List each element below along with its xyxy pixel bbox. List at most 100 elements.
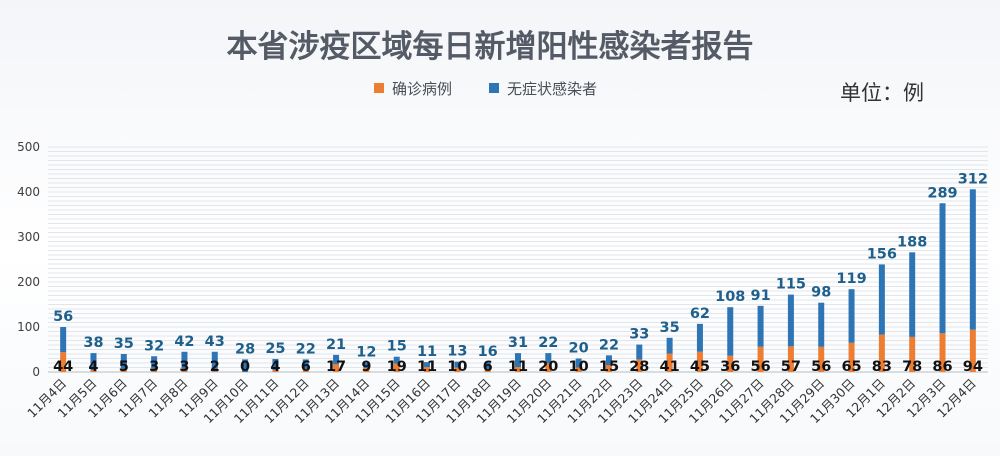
bar-asymptomatic (393, 356, 400, 364)
data-label-asymptomatic: 11 (417, 344, 437, 360)
bar-confirmed (605, 365, 612, 372)
y-axis-ticks: 0 100 200 300 400 500 (17, 140, 40, 379)
data-label-confirmed: 5 (119, 359, 129, 375)
bar-confirmed (211, 371, 218, 372)
bar-asymptomatic (787, 294, 794, 347)
bar-asymptomatic (272, 358, 279, 371)
data-label-asymptomatic: 156 (867, 246, 897, 262)
y-tick-label: 300 (17, 230, 40, 244)
bar-confirmed (636, 359, 643, 372)
data-label-confirmed: 6 (301, 359, 311, 375)
data-label-confirmed: 11 (417, 359, 437, 375)
bar-confirmed (666, 353, 673, 372)
bar-asymptomatic (120, 354, 127, 370)
legend: 确诊病例 无症状感染者 (374, 80, 597, 98)
data-label-confirmed: 3 (179, 359, 189, 375)
bar-confirmed (151, 370, 158, 372)
data-label-asymptomatic: 13 (447, 344, 467, 360)
data-label-asymptomatic: 28 (235, 341, 255, 357)
bar-asymptomatic (484, 362, 491, 370)
bar-asymptomatic (575, 358, 582, 368)
bar-confirmed (60, 352, 67, 372)
data-label-confirmed: 15 (599, 359, 619, 375)
y-tick-label: 400 (17, 185, 40, 199)
data-label-asymptomatic: 62 (690, 306, 710, 322)
bar-asymptomatic (333, 354, 340, 365)
data-label-confirmed: 65 (841, 359, 861, 375)
bar-confirmed (969, 329, 976, 372)
bar-asymptomatic (363, 362, 370, 368)
bar-asymptomatic (818, 302, 825, 347)
data-label-asymptomatic: 32 (144, 338, 164, 354)
bar-asymptomatic (696, 323, 703, 352)
bar-asymptomatic (515, 353, 521, 368)
data-label-confirmed: 41 (660, 359, 680, 375)
data-label-asymptomatic: 31 (508, 335, 528, 351)
data-label-confirmed: 3 (149, 359, 159, 375)
bar-confirmed (727, 355, 734, 372)
legend-swatch-asymptomatic (489, 83, 499, 93)
bar-confirmed (484, 369, 491, 372)
bar-asymptomatic (60, 327, 67, 353)
data-label-confirmed: 56 (750, 359, 770, 375)
data-label-asymptomatic: 91 (750, 288, 770, 304)
data-label-confirmed: 28 (629, 359, 649, 375)
data-label-asymptomatic: 188 (897, 234, 927, 250)
data-label-confirmed: 17 (326, 359, 346, 375)
data-label-confirmed: 94 (963, 359, 983, 375)
data-label-asymptomatic: 12 (356, 345, 376, 361)
data-label-confirmed: 6 (483, 359, 493, 375)
data-label-asymptomatic: 16 (478, 344, 498, 360)
data-label-asymptomatic: 20 (569, 341, 589, 357)
bars (60, 189, 976, 372)
data-label-confirmed: 20 (538, 359, 558, 375)
bar-confirmed (696, 351, 703, 372)
data-label-confirmed: 2 (210, 359, 220, 375)
bar-asymptomatic (302, 359, 309, 370)
bar-asymptomatic (151, 356, 158, 371)
bar-asymptomatic (242, 359, 249, 372)
bar-asymptomatic (454, 361, 461, 368)
bar-asymptomatic (878, 264, 885, 335)
legend-swatch-confirmed (374, 83, 384, 93)
bar-confirmed (302, 369, 309, 372)
y-tick-label: 200 (17, 275, 40, 289)
bar-confirmed (787, 346, 794, 372)
bar-confirmed (120, 369, 127, 372)
bar-asymptomatic (666, 337, 673, 354)
data-label-asymptomatic: 289 (927, 185, 957, 201)
data-label-asymptomatic: 38 (83, 335, 103, 351)
data-label-asymptomatic: 119 (836, 271, 866, 287)
bar-asymptomatic (757, 305, 764, 347)
data-label-confirmed: 4 (270, 359, 280, 375)
bar-confirmed (878, 334, 885, 372)
data-labels: 56 44 38 4 35 5 32 3 42 3 43 2 28 0 25 4 22 6 21 17 129 15 19 1… (53, 171, 988, 375)
data-label-confirmed: 4 (88, 359, 98, 375)
data-label-asymptomatic: 22 (296, 341, 316, 357)
bar-confirmed (757, 346, 764, 372)
bar-asymptomatic (909, 252, 916, 337)
data-label-confirmed: 57 (781, 359, 801, 375)
unit-label: 单位：例 (840, 81, 924, 105)
data-label-asymptomatic: 312 (958, 171, 988, 187)
data-label-asymptomatic: 21 (326, 337, 346, 353)
data-label-asymptomatic: 33 (629, 327, 649, 343)
data-label-asymptomatic: 56 (53, 309, 73, 325)
data-label-asymptomatic: 35 (114, 336, 134, 352)
x-axis-ticks: 11月4日11月5日11月6日11月7日11月8日11月9日11月10日11月1… (24, 376, 979, 427)
bar-asymptomatic (939, 203, 946, 334)
bar-asymptomatic (636, 344, 643, 360)
legend-label-confirmed: 确诊病例 (392, 80, 452, 98)
legend-label-asymptomatic: 无症状感染者 (507, 80, 597, 98)
data-label-confirmed: 86 (932, 359, 952, 375)
y-tick-label: 0 (32, 365, 40, 379)
bar-confirmed (90, 370, 97, 372)
data-label-confirmed: 45 (690, 359, 710, 375)
data-label-asymptomatic: 108 (715, 289, 745, 305)
data-label-asymptomatic: 35 (660, 320, 680, 336)
bar-asymptomatic (848, 289, 855, 343)
data-label-asymptomatic: 22 (538, 335, 558, 351)
bar-confirmed (909, 336, 916, 372)
bar-asymptomatic (545, 353, 552, 363)
